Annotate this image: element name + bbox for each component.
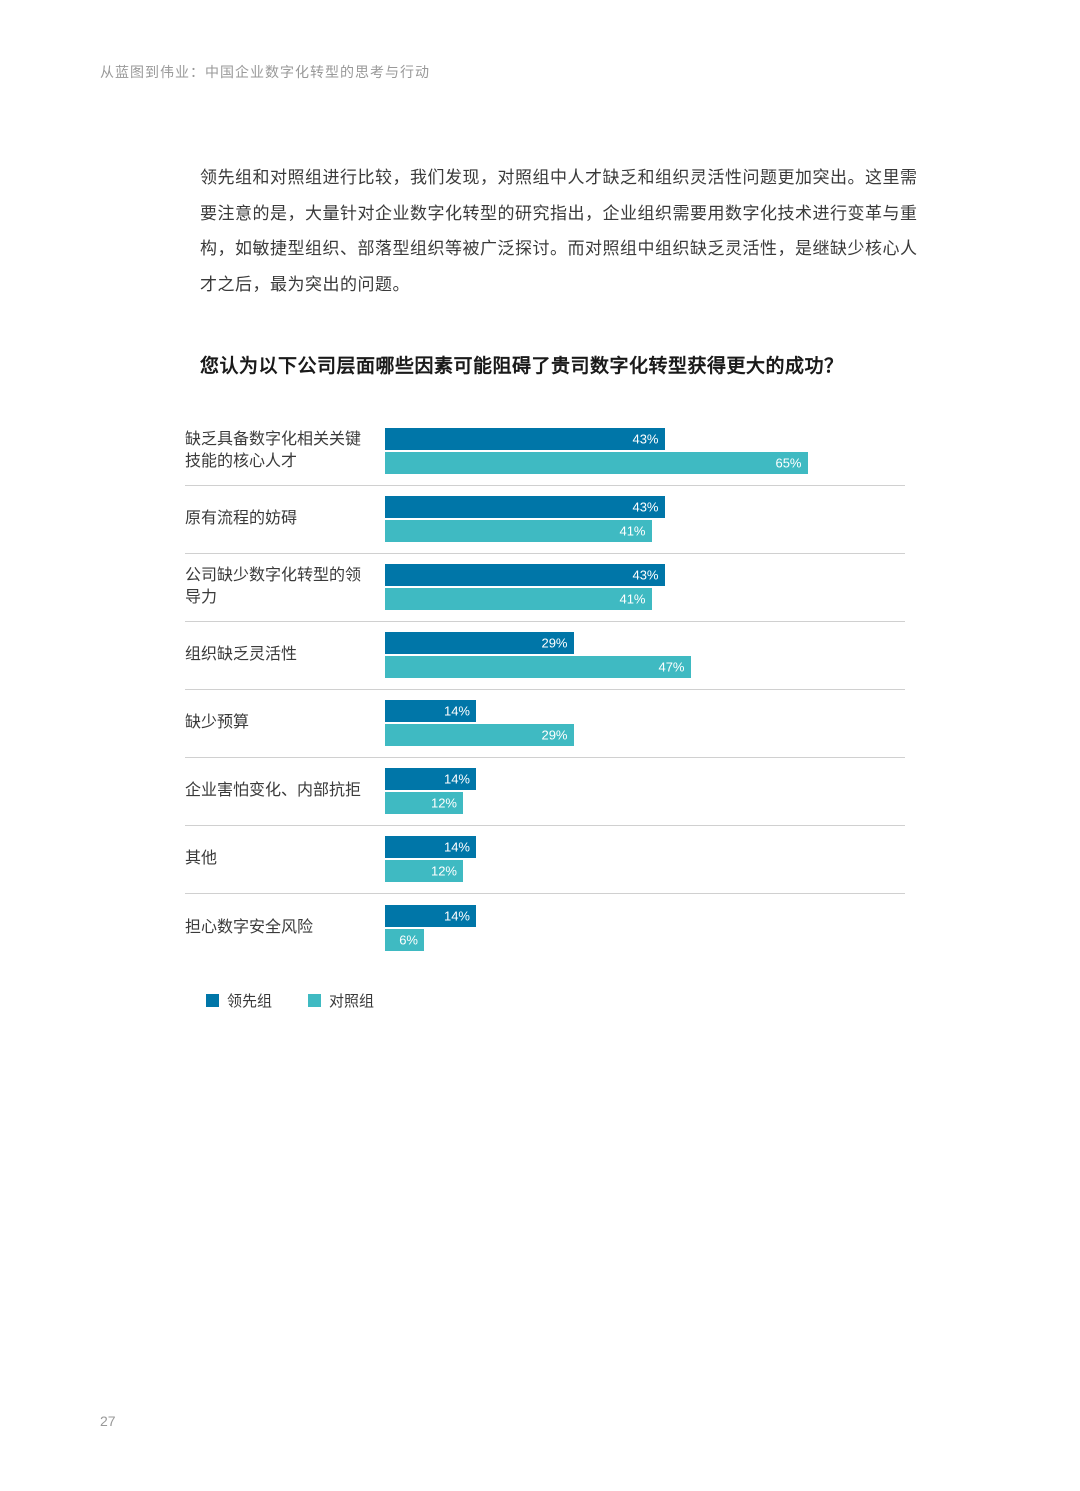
bar-value-label: 14% <box>444 704 470 719</box>
bar: 43% <box>385 564 665 586</box>
bar-wrap: 12% <box>385 860 905 882</box>
bar-value-label: 14% <box>444 772 470 787</box>
bar-value-label: 65% <box>775 456 801 471</box>
legend-label: 领先组 <box>227 990 272 1011</box>
chart-title: 您认为以下公司层面哪些因素可能阻碍了贵司数字化转型获得更大的成功？ <box>200 351 920 378</box>
bar-wrap: 14% <box>385 768 905 790</box>
bar-wrap: 43% <box>385 564 905 586</box>
row-label: 其他 <box>185 848 385 870</box>
bar-wrap: 65% <box>385 452 905 474</box>
chart-row: 缺少预算 14% 29% <box>185 690 905 758</box>
bar-value-label: 29% <box>541 728 567 743</box>
bar-value-label: 43% <box>632 432 658 447</box>
legend-label: 对照组 <box>329 990 374 1011</box>
bar-wrap: 43% <box>385 428 905 450</box>
row-bars: 14% 12% <box>385 768 905 814</box>
bar-value-label: 29% <box>541 636 567 651</box>
row-bars: 14% 12% <box>385 836 905 882</box>
bar: 14% <box>385 836 476 858</box>
legend-item: 对照组 <box>308 990 374 1011</box>
bar: 12% <box>385 792 463 814</box>
row-label: 组织缺乏灵活性 <box>185 644 385 666</box>
chart-legend: 领先组 对照组 <box>200 990 920 1011</box>
bar: 41% <box>385 520 652 542</box>
row-bars: 14% 29% <box>385 700 905 746</box>
bar: 43% <box>385 496 665 518</box>
bar-value-label: 41% <box>619 524 645 539</box>
row-label: 公司缺少数字化转型的领导力 <box>185 565 385 610</box>
row-bars: 29% 47% <box>385 632 905 678</box>
chart-row: 缺乏具备数字化相关关键技能的核心人才 43% 65% <box>185 418 905 486</box>
bar: 14% <box>385 768 476 790</box>
legend-swatch <box>308 994 321 1007</box>
bar: 65% <box>385 452 808 474</box>
bar-wrap: 14% <box>385 836 905 858</box>
bar-value-label: 14% <box>444 908 470 923</box>
bar: 47% <box>385 656 691 678</box>
bar-wrap: 41% <box>385 520 905 542</box>
bar-value-label: 41% <box>619 592 645 607</box>
bar-chart: 缺乏具备数字化相关关键技能的核心人才43%65%原有流程的妨碍43%41%公司缺… <box>185 418 905 962</box>
bar: 14% <box>385 700 476 722</box>
bar-wrap: 47% <box>385 656 905 678</box>
row-label: 原有流程的妨碍 <box>185 508 385 530</box>
row-label: 缺乏具备数字化相关关键技能的核心人才 <box>185 429 385 474</box>
chart-row: 企业害怕变化、内部抗拒 14% 12% <box>185 758 905 826</box>
body-paragraph: 领先组和对照组进行比较，我们发现，对照组中人才缺乏和组织灵活性问题更加突出。这里… <box>200 160 920 303</box>
bar-value-label: 12% <box>431 796 457 811</box>
bar: 14% <box>385 905 476 927</box>
page-number: 27 <box>100 1413 116 1429</box>
bar-wrap: 29% <box>385 724 905 746</box>
bar: 12% <box>385 860 463 882</box>
bar-value-label: 12% <box>431 864 457 879</box>
bar-wrap: 29% <box>385 632 905 654</box>
page-header: 从蓝图到伟业：中国企业数字化转型的思考与行动 <box>100 62 430 82</box>
row-bars: 14% 6% <box>385 905 905 951</box>
bar: 41% <box>385 588 652 610</box>
bar-wrap: 14% <box>385 700 905 722</box>
chart-row: 组织缺乏灵活性 29% 47% <box>185 622 905 690</box>
bar: 6% <box>385 929 424 951</box>
row-bars: 43% 65% <box>385 428 905 474</box>
bar-wrap: 41% <box>385 588 905 610</box>
row-bars: 43% 41% <box>385 564 905 610</box>
row-label: 缺少预算 <box>185 712 385 734</box>
chart-row: 其他 14% 12% <box>185 826 905 894</box>
bar-value-label: 14% <box>444 840 470 855</box>
row-label: 企业害怕变化、内部抗拒 <box>185 780 385 802</box>
row-label: 担心数字安全风险 <box>185 917 385 939</box>
bar-wrap: 12% <box>385 792 905 814</box>
chart-row: 公司缺少数字化转型的领导力 43% 41% <box>185 554 905 622</box>
bar-value-label: 6% <box>399 932 418 947</box>
chart-row: 原有流程的妨碍 43% 41% <box>185 486 905 554</box>
bar-wrap: 6% <box>385 929 905 951</box>
bar: 43% <box>385 428 665 450</box>
legend-swatch <box>206 994 219 1007</box>
bar-value-label: 43% <box>632 568 658 583</box>
bar-wrap: 14% <box>385 905 905 927</box>
row-bars: 43% 41% <box>385 496 905 542</box>
bar: 29% <box>385 724 574 746</box>
main-content: 领先组和对照组进行比较，我们发现，对照组中人才缺乏和组织灵活性问题更加突出。这里… <box>200 160 920 1011</box>
bar-wrap: 43% <box>385 496 905 518</box>
bar-value-label: 47% <box>658 660 684 675</box>
chart-row: 担心数字安全风险 14% 6% <box>185 894 905 962</box>
bar: 29% <box>385 632 574 654</box>
bar-value-label: 43% <box>632 500 658 515</box>
legend-item: 领先组 <box>206 990 272 1011</box>
